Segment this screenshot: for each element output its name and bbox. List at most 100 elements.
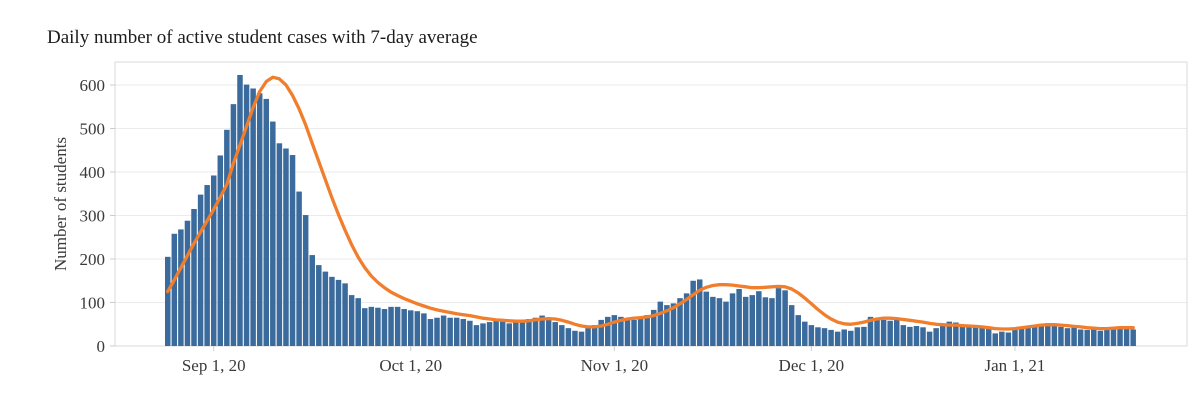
bar (342, 283, 348, 346)
bar (559, 325, 565, 346)
bar (670, 303, 677, 346)
bar (946, 321, 953, 346)
bar (802, 321, 808, 346)
bar (867, 316, 874, 346)
x-tick-label: Nov 1, 20 (581, 356, 649, 375)
bar (920, 327, 926, 346)
bar (585, 327, 591, 346)
bar (224, 129, 230, 346)
bar (427, 319, 434, 346)
bar (1097, 330, 1104, 346)
bar (414, 311, 421, 346)
bar (913, 325, 920, 346)
bar (736, 289, 742, 346)
bar (178, 229, 184, 346)
bar (513, 322, 519, 346)
bar (316, 265, 322, 346)
bar (375, 307, 381, 346)
bar (683, 293, 690, 346)
y-tick-label: 200 (80, 250, 106, 269)
bar (926, 331, 933, 346)
bar (289, 155, 296, 346)
x-tick-label: Jan 1, 21 (985, 356, 1046, 375)
bar (1084, 329, 1090, 346)
bar (677, 298, 683, 346)
bar (362, 308, 368, 346)
bar (1038, 323, 1044, 346)
bar (907, 326, 913, 346)
bar (985, 328, 992, 346)
bar (552, 322, 558, 346)
bar (381, 309, 388, 346)
bar (355, 298, 361, 346)
bar (302, 215, 309, 346)
bar (808, 325, 815, 346)
bar (979, 326, 985, 346)
bar (821, 328, 828, 346)
bar (1064, 328, 1071, 346)
bar (447, 317, 453, 346)
bar (506, 323, 513, 346)
bar (1077, 329, 1084, 346)
bar (598, 319, 604, 346)
bar (440, 315, 447, 346)
bar (1051, 323, 1058, 346)
bar (572, 330, 578, 346)
bar (874, 318, 880, 346)
bar (848, 330, 854, 346)
bar (256, 93, 263, 346)
bar (657, 301, 664, 346)
bar (263, 98, 270, 346)
bar (690, 280, 696, 346)
bar (999, 331, 1005, 346)
bar (296, 191, 302, 346)
y-tick-label: 100 (80, 294, 106, 313)
bar (283, 148, 289, 346)
bar (854, 327, 861, 346)
bar (782, 290, 788, 346)
bar (624, 318, 631, 346)
bar (769, 298, 775, 346)
bar (526, 319, 532, 346)
bar (716, 298, 723, 346)
bar (217, 155, 224, 346)
bar (453, 317, 460, 346)
bar (197, 194, 204, 346)
bar (348, 295, 355, 346)
bar (204, 185, 210, 346)
bar (894, 319, 900, 346)
bar (749, 295, 756, 346)
bar (788, 305, 795, 346)
bar (939, 323, 946, 346)
bar (486, 322, 493, 346)
bar (578, 331, 585, 346)
bar (1091, 329, 1097, 346)
plot-border (114, 61, 1188, 347)
bar (532, 317, 539, 346)
bar (191, 208, 197, 346)
bar (605, 316, 611, 346)
bar (703, 291, 710, 346)
y-tick-label: 300 (80, 207, 106, 226)
bar (184, 220, 191, 346)
bar (972, 327, 979, 346)
bar (480, 323, 486, 346)
bar (243, 84, 250, 346)
bar (664, 305, 670, 346)
bar (171, 233, 178, 346)
bar (651, 309, 657, 346)
bar (322, 271, 329, 346)
bar (1123, 327, 1130, 346)
y-tick-label: 0 (97, 337, 106, 356)
bar (756, 291, 762, 346)
avg-line (166, 75, 1135, 331)
bar (1110, 327, 1117, 346)
y-tick-label: 500 (80, 120, 106, 139)
bar (611, 315, 618, 346)
bar (210, 175, 217, 346)
bar (762, 297, 769, 346)
bar (1058, 326, 1064, 346)
bar (953, 322, 959, 346)
